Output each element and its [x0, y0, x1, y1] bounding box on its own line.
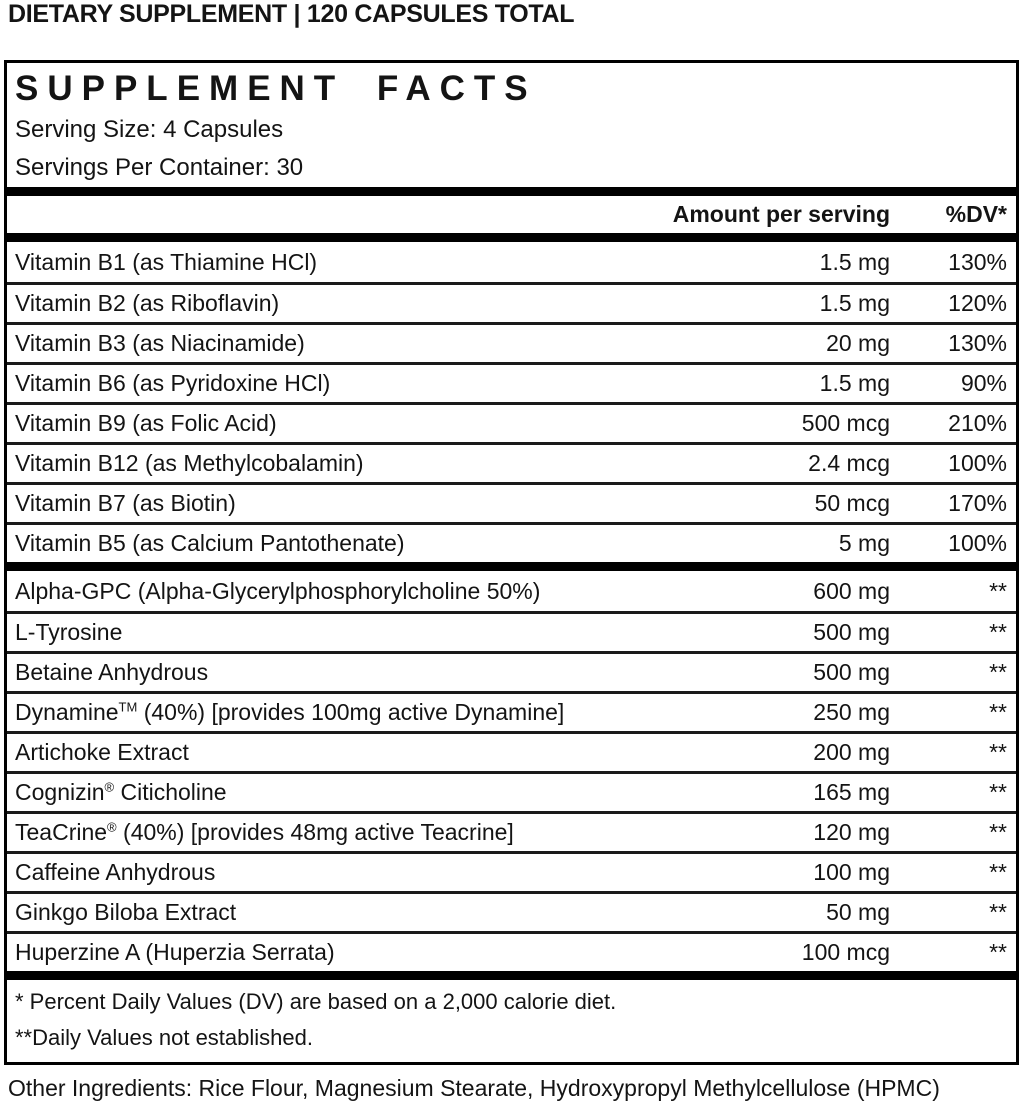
divider-bar [7, 233, 1016, 242]
ingredient-amount: 200 mg [813, 739, 890, 765]
table-row: Vitamin B2 (as Riboflavin) 1.5 mg 120% [7, 282, 1016, 322]
footnotes: * Percent Daily Values (DV) are based on… [7, 980, 1016, 1062]
ingredient-dv: ** [989, 659, 1007, 685]
ingredient-dv: ** [989, 819, 1007, 845]
ingredient-section: Vitamin B1 (as Thiamine HCl) 1.5 mg 130%… [7, 242, 1016, 562]
ingredient-amount: 100 mg [813, 859, 890, 885]
serving-size: Serving Size: 4 Capsules [15, 116, 284, 143]
ingredient-name: Huperzine A (Huperzia Serrata) [15, 939, 335, 965]
ingredient-amount: 100 mcg [801, 939, 890, 965]
table-row: DynamineTM (40%) [provides 100mg active … [7, 691, 1016, 731]
other-ingredients: Other Ingredients: Rice Flour, Magnesium… [8, 1075, 940, 1101]
ingredient-dv: ** [989, 739, 1007, 765]
ingredient-amount: 500 mcg [801, 410, 890, 436]
ingredient-amount: 5 mg [838, 530, 890, 556]
ingredient-amount: 165 mg [813, 779, 890, 805]
table-row: Betaine Anhydrous 500 mg ** [7, 651, 1016, 691]
ingredient-amount: 500 mg [813, 619, 890, 645]
ingredient-dv: 170% [948, 490, 1007, 516]
ingredient-dv: 210% [948, 410, 1007, 436]
table-row: Vitamin B5 (as Calcium Pantothenate) 5 m… [7, 522, 1016, 562]
ingredient-dv: ** [989, 577, 1007, 604]
ingredient-amount: 120 mg [813, 819, 890, 845]
page-title: DIETARY SUPPLEMENT | 120 CAPSULES TOTAL [8, 0, 575, 28]
ingredient-name: Vitamin B2 (as Riboflavin) [15, 290, 280, 316]
ingredient-dv: ** [989, 779, 1007, 805]
table-row: Vitamin B9 (as Folic Acid) 500 mcg 210% [7, 402, 1016, 442]
ingredient-name: Vitamin B5 (as Calcium Pantothenate) [15, 530, 405, 556]
servings-per-container: Servings Per Container: 30 [15, 154, 304, 181]
ingredient-name: Ginkgo Biloba Extract [15, 899, 237, 925]
ingredient-name: Artichoke Extract [15, 739, 189, 765]
table-row: Vitamin B1 (as Thiamine HCl) 1.5 mg 130% [7, 242, 1016, 282]
table-row: TeaCrine® (40%) [provides 48mg active Te… [7, 811, 1016, 851]
ingredient-amount: 250 mg [813, 699, 890, 725]
ingredient-name: Caffeine Anhydrous [15, 859, 216, 885]
table-row: L-Tyrosine 500 mg ** [7, 611, 1016, 651]
ingredient-amount: 50 mg [826, 899, 890, 925]
ingredient-name: Vitamin B12 (as Methylcobalamin) [15, 450, 364, 476]
ingredient-name: Betaine Anhydrous [15, 659, 209, 685]
ingredient-dv: 130% [948, 248, 1007, 275]
ingredient-amount: 500 mg [813, 659, 890, 685]
footnote-not-established: **Daily Values not established. [15, 1025, 313, 1050]
ingredient-dv: ** [989, 859, 1007, 885]
ingredient-name: Vitamin B6 (as Pyridoxine HCl) [15, 370, 331, 396]
ingredient-sections: Vitamin B1 (as Thiamine HCl) 1.5 mg 130%… [7, 242, 1016, 971]
ingredient-name: TeaCrine® (40%) [provides 48mg active Te… [15, 819, 514, 845]
ingredient-dv: ** [989, 899, 1007, 925]
ingredient-amount: 50 mcg [814, 490, 890, 516]
ingredient-dv: ** [989, 699, 1007, 725]
ingredient-dv: ** [989, 939, 1007, 965]
table-row: Vitamin B3 (as Niacinamide) 20 mg 130% [7, 322, 1016, 362]
ingredient-amount: 1.5 mg [819, 290, 890, 316]
ingredient-dv: ** [989, 619, 1007, 645]
ingredient-dv: 100% [948, 530, 1007, 556]
table-row: Alpha-GPC (Alpha-Glycerylphosphorylcholi… [7, 571, 1016, 611]
ingredient-dv: 120% [948, 290, 1007, 316]
ingredient-name: Vitamin B7 (as Biotin) [15, 490, 236, 516]
ingredient-dv: 90% [960, 370, 1007, 396]
ingredient-name: DynamineTM (40%) [provides 100mg active … [15, 699, 565, 725]
divider-bar [7, 971, 1016, 980]
ingredient-dv: 100% [948, 450, 1007, 476]
table-column-header: Amount per serving %DV* [7, 196, 1016, 233]
ingredient-name: Alpha-GPC (Alpha-Glycerylphosphorylcholi… [15, 577, 541, 604]
table-row: Vitamin B6 (as Pyridoxine HCl) 1.5 mg 90… [7, 362, 1016, 402]
supplement-facts-panel: SUPPLEMENT FACTS Serving Size: 4 Capsule… [4, 60, 1019, 1065]
table-row: Caffeine Anhydrous 100 mg ** [7, 851, 1016, 891]
ingredient-amount: 1.5 mg [819, 370, 890, 396]
column-header-dv: %DV* [945, 201, 1007, 227]
ingredient-name: Cognizin® Citicholine [15, 779, 227, 805]
table-row: Vitamin B7 (as Biotin) 50 mcg 170% [7, 482, 1016, 522]
table-row: Ginkgo Biloba Extract 50 mg ** [7, 891, 1016, 931]
table-row: Artichoke Extract 200 mg ** [7, 731, 1016, 771]
ingredient-name: L-Tyrosine [15, 619, 123, 645]
ingredient-amount: 1.5 mg [819, 248, 890, 275]
divider-bar [7, 562, 1016, 571]
table-row: Vitamin B12 (as Methylcobalamin) 2.4 mcg… [7, 442, 1016, 482]
ingredient-name: Vitamin B1 (as Thiamine HCl) [15, 248, 318, 275]
ingredient-section: Alpha-GPC (Alpha-Glycerylphosphorylcholi… [7, 571, 1016, 971]
ingredient-name: Vitamin B3 (as Niacinamide) [15, 330, 305, 356]
panel-title: SUPPLEMENT FACTS [15, 69, 537, 108]
ingredient-amount: 600 mg [813, 577, 890, 604]
column-header-amount: Amount per serving [672, 201, 890, 227]
ingredient-amount: 20 mg [826, 330, 890, 356]
footnote-daily-values: * Percent Daily Values (DV) are based on… [15, 989, 617, 1014]
table-row: Huperzine A (Huperzia Serrata) 100 mcg *… [7, 931, 1016, 971]
table-row: Cognizin® Citicholine 165 mg ** [7, 771, 1016, 811]
divider-bar [7, 187, 1016, 196]
ingredient-name: Vitamin B9 (as Folic Acid) [15, 410, 277, 436]
ingredient-dv: 130% [948, 330, 1007, 356]
ingredient-amount: 2.4 mcg [808, 450, 890, 476]
